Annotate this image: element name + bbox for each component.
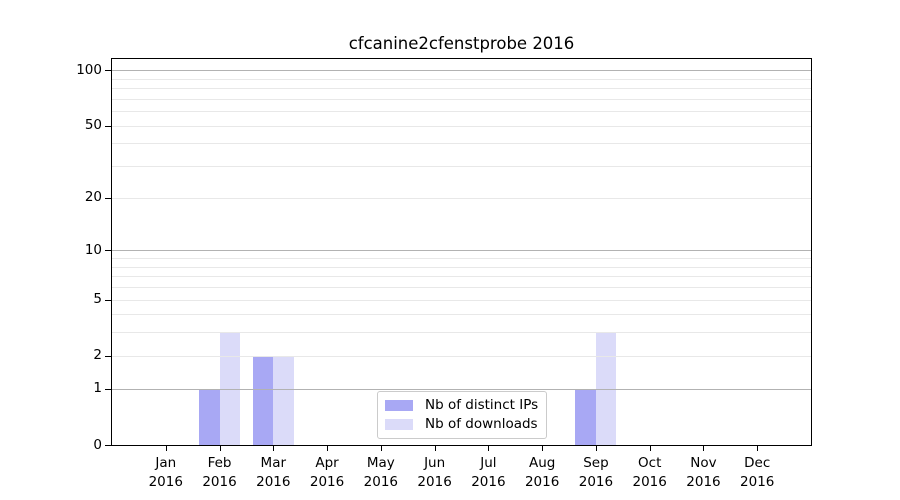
- x-tick-mark: [542, 446, 544, 451]
- light-gridline: [112, 286, 811, 288]
- y-tick-label: 0: [93, 436, 102, 453]
- y-tick-label: 10: [84, 241, 102, 258]
- y-tick-mark: [105, 197, 111, 199]
- x-tick-label: Sep 2016: [578, 455, 614, 490]
- y-tick-label: 20: [84, 189, 102, 206]
- x-tick-label: Dec 2016: [740, 455, 775, 490]
- light-gridline: [112, 111, 811, 113]
- y-tick-label: 2: [93, 347, 102, 364]
- y-tick-mark: [105, 70, 111, 72]
- x-tick-mark: [434, 446, 436, 451]
- legend-entry: Nb of downloads: [385, 417, 538, 432]
- x-tick-mark: [757, 446, 759, 451]
- x-tick-mark: [165, 446, 167, 451]
- x-tick-label: Oct 2016: [632, 455, 667, 490]
- x-tick-mark: [649, 446, 651, 451]
- decade-gridline: [112, 250, 811, 252]
- light-gridline: [112, 197, 811, 199]
- decade-gridline: [112, 388, 811, 390]
- light-gridline: [112, 143, 811, 145]
- legend-label-nb-of-downloads: Nb of downloads: [425, 416, 538, 432]
- x-tick-mark: [488, 446, 490, 451]
- x-tick-label: May 2016: [363, 455, 399, 490]
- x-tick-mark: [380, 446, 382, 451]
- x-tick-label: Jul 2016: [471, 455, 506, 490]
- x-tick-label: Apr 2016: [309, 455, 345, 490]
- legend-swatch-nb-of-distinct-ips: [385, 400, 413, 411]
- y-tick-label: 1: [93, 380, 102, 397]
- plot-area: [111, 58, 812, 446]
- light-gridline: [112, 166, 811, 168]
- bar-nb-of-distinct-ips: [252, 355, 274, 445]
- y-tick-label: 100: [76, 61, 102, 78]
- y-tick-label: 5: [93, 291, 102, 307]
- chart-title: cfcanine2cfenstprobe 2016: [348, 34, 575, 53]
- y-tick-mark: [105, 388, 111, 390]
- light-gridline: [112, 314, 811, 316]
- light-gridline: [112, 78, 811, 80]
- y-tick-mark: [105, 299, 111, 301]
- x-tick-label: Mar 2016: [256, 455, 291, 490]
- x-tick-label: Nov 2016: [686, 455, 721, 490]
- x-tick-label: Feb 2016: [202, 455, 237, 490]
- light-gridline: [112, 355, 811, 357]
- x-tick-label: Aug 2016: [524, 455, 560, 490]
- y-tick-mark: [105, 125, 111, 127]
- y-tick-label: 50: [84, 117, 102, 134]
- bar-nb-of-distinct-ips: [575, 388, 596, 445]
- light-gridline: [112, 299, 811, 301]
- y-tick-mark: [105, 355, 111, 357]
- bar-nb-of-distinct-ips: [199, 388, 220, 445]
- bar-nb-of-downloads: [273, 355, 294, 445]
- light-gridline: [112, 125, 811, 127]
- x-tick-mark: [273, 446, 275, 451]
- x-tick-label: Jun 2016: [417, 455, 452, 490]
- decade-gridline: [112, 70, 811, 72]
- legend-swatch-nb-of-downloads: [385, 419, 413, 430]
- legend-label-nb-of-distinct-ips: Nb of distinct IPs: [425, 397, 539, 413]
- light-gridline: [112, 88, 811, 90]
- y-tick-mark: [105, 250, 111, 252]
- legend: Nb of distinct IPs Nb of downloads: [377, 391, 548, 439]
- y-tick-mark: [105, 445, 111, 446]
- x-tick-mark: [703, 446, 705, 451]
- legend-entry: Nb of distinct IPs: [385, 398, 538, 413]
- x-tick-mark: [219, 446, 221, 451]
- light-gridline: [112, 332, 811, 334]
- light-gridline: [112, 276, 811, 278]
- x-tick-label: Jan 2016: [148, 455, 183, 490]
- x-tick-mark: [327, 446, 329, 451]
- light-gridline: [112, 266, 811, 268]
- x-tick-mark: [595, 446, 597, 451]
- light-gridline: [112, 258, 811, 260]
- light-gridline: [112, 98, 811, 100]
